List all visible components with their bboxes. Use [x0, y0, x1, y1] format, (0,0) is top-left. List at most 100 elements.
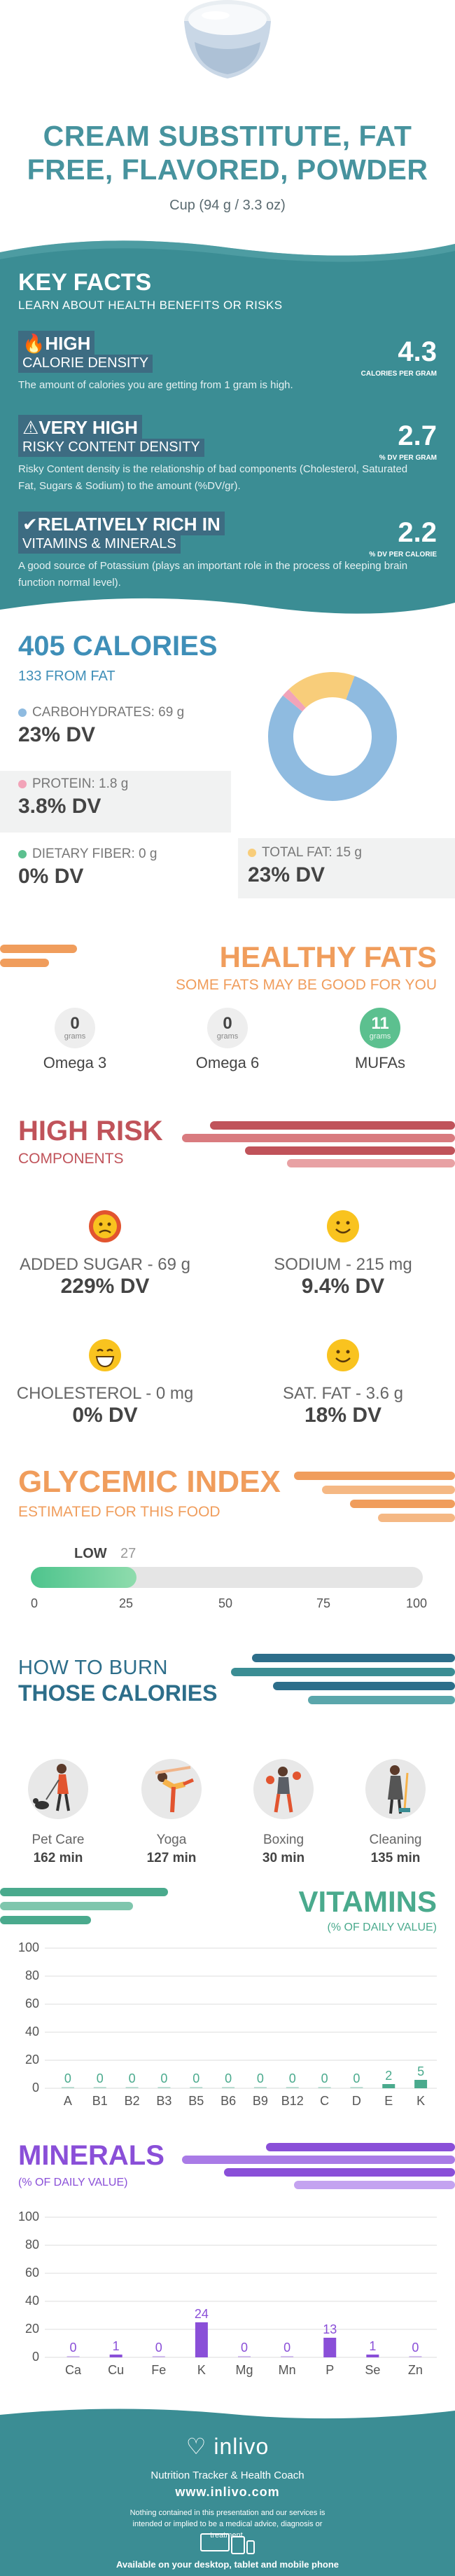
- sat-fat-risk: SAT. FAT - 3.6 g 18% DV: [238, 1338, 448, 1427]
- brand-tagline: Nutrition Tracker & Health Coach: [150, 2469, 304, 2481]
- bar-value-label: 0: [155, 2341, 162, 2355]
- bar-value-label: 0: [257, 2071, 264, 2085]
- decor-stripes: [294, 1472, 455, 1522]
- omega3-circle: 0 grams: [55, 1008, 95, 1048]
- y-tick-label: 60: [25, 1996, 39, 2010]
- calories-from-fat: 133 FROM FAT: [18, 669, 115, 684]
- cream-bowl-image: [184, 0, 271, 78]
- minerals-section: MINERALS (% OF DAILY VALUE) 0 20 40 60 80 100…: [0, 2130, 455, 2404]
- glycemic-level: LOW: [74, 1546, 107, 1561]
- bar-value-label: 24: [195, 2307, 209, 2321]
- bar: [190, 2087, 203, 2088]
- bar: [109, 2355, 122, 2357]
- heart-icon: ♡: [186, 2434, 214, 2459]
- bar-value-label: 0: [160, 2071, 167, 2085]
- total-fat-stat: TOTAL FAT: 15 g 23% DV: [238, 838, 455, 898]
- y-tick-label: 100: [18, 1940, 39, 1954]
- bar-value-label: 0: [70, 2341, 77, 2355]
- high-risk-title: HIGH RISK: [18, 1116, 163, 1146]
- category-label: B12: [281, 2094, 304, 2108]
- category-label: B1: [92, 2094, 108, 2108]
- gi-tick: 25: [119, 1596, 134, 1610]
- carbs-dot-icon: [18, 708, 27, 717]
- bar-value-label: 1: [113, 2339, 120, 2353]
- key-fact-vitamins-minerals: ✔RELATIVELY RICH IN VITAMINS & MINERALS …: [18, 512, 437, 591]
- yoga-icon: [141, 1759, 202, 1819]
- minerals-bar-chart: 0 20 40 60 80 100 0 Ca 1 Cu 0 Fe 24 K 0 Mg 0 Mn 13 P 1 Se 0 Zn: [18, 2210, 437, 2377]
- y-tick-label: 100: [18, 2210, 39, 2224]
- bar: [318, 2087, 331, 2088]
- availability-note: Available on your desktop, tablet and mo…: [115, 2559, 340, 2570]
- protein-stat: PROTEIN: 1.8 g 3.8% DV: [0, 771, 231, 833]
- bar-value-label: 2: [385, 2069, 392, 2083]
- category-label: K: [416, 2094, 425, 2108]
- website-link[interactable]: www.inlivo.com: [175, 2485, 280, 2499]
- gi-tick: 75: [316, 1596, 331, 1610]
- key-fact-calorie-density: 🔥HIGH CALORIE DENSITY 4.3 CALORIES PER G…: [18, 331, 437, 394]
- bar-value-label: 0: [225, 2071, 232, 2085]
- footer: ♡ inlivo Nutrition Tracker & Health Coac…: [0, 2404, 455, 2576]
- bar-value-label: 0: [289, 2071, 296, 2085]
- key-fact-unit: % DV PER CALORIE: [369, 551, 437, 559]
- bar: [253, 2087, 267, 2088]
- key-fact-unit: % DV PER GRAM: [379, 454, 437, 462]
- gi-tick: 0: [31, 1596, 38, 1610]
- bar: [350, 2087, 363, 2088]
- activity-pet-care: Pet Care 162 min: [13, 1759, 104, 1866]
- activity-cleaning: Cleaning 135 min: [350, 1759, 441, 1866]
- gi-tick: 50: [218, 1596, 233, 1610]
- glycemic-ticks: 0 25 50 75 100: [31, 1596, 427, 1617]
- mufas-fat: 11 grams MUFAs: [328, 1008, 433, 1072]
- wave-bottom-divider: [0, 598, 455, 624]
- added-sugar-risk: ADDED SUGAR - 69 g 229% DV: [0, 1210, 210, 1299]
- glycemic-subtitle: ESTIMATED FOR THIS FOOD: [18, 1504, 220, 1520]
- key-fact-value: 2.7: [398, 420, 437, 451]
- category-label: B3: [156, 2094, 172, 2108]
- fat-dv: 23% DV: [248, 863, 326, 886]
- glycemic-index-section: GLYCEMIC INDEX ESTIMATED FOR THIS FOOD L…: [0, 1458, 455, 1647]
- decor-stripes: [182, 2143, 455, 2189]
- high-risk-subtitle: COMPONENTS: [18, 1151, 124, 1167]
- protein-dv: 3.8% DV: [18, 795, 102, 818]
- category-label: Mg: [235, 2363, 253, 2377]
- brand-logo[interactable]: ♡ inlivo: [186, 2434, 270, 2459]
- bar-value-label: 5: [417, 2064, 424, 2078]
- bar-value-label: 0: [284, 2341, 290, 2355]
- donut-slice: [268, 676, 397, 801]
- bar-value-label: 0: [97, 2071, 104, 2085]
- bar: [125, 2087, 139, 2088]
- cholesterol-risk: CHOLESTEROL - 0 mg 0% DV: [0, 1338, 210, 1427]
- dog-walking-icon: [28, 1759, 88, 1819]
- footer-wave: [0, 2404, 455, 2419]
- category-label: Mn: [279, 2363, 296, 2377]
- bar-value-label: 0: [192, 2071, 200, 2085]
- key-fact-risky-content: ⚠VERY HIGH RISKY CONTENT DENSITY 2.7 % D…: [18, 415, 437, 495]
- bar-value-label: 1: [369, 2339, 376, 2353]
- carbs-dv: 23% DV: [18, 723, 96, 746]
- category-label: C: [320, 2094, 329, 2108]
- bar-value-label: 0: [64, 2071, 71, 2085]
- healthy-fats-title: HEALTHY FATS: [219, 940, 437, 973]
- key-fact-level: 🔥HIGH: [18, 331, 95, 355]
- bar: [414, 2080, 428, 2088]
- bar-value-label: 0: [412, 2341, 419, 2355]
- key-fact-level: ⚠VERY HIGH: [18, 415, 142, 439]
- decor-stripes: [0, 945, 77, 967]
- healthy-fats-section: HEALTHY FATS SOME FATS MAY BE GOOD FOR Y…: [0, 932, 455, 1107]
- bar-value-label: 13: [323, 2322, 337, 2336]
- decor-stripes: [231, 1654, 455, 1704]
- omega3-fat: 0 grams Omega 3: [22, 1008, 127, 1072]
- bar: [195, 2322, 208, 2357]
- bar: [366, 2355, 379, 2357]
- vitamins-section: VITAMINS (% OF DAILY VALUE) 0 20 40 60 80 100…: [0, 1878, 455, 2130]
- smiley-face-icon: [327, 1339, 359, 1371]
- vitamins-title: VITAMINS: [298, 1885, 437, 1918]
- activity-boxing: Boxing 30 min: [238, 1759, 329, 1866]
- y-tick-label: 60: [25, 2266, 39, 2280]
- warning-icon: ⚠: [22, 417, 39, 438]
- food-title-line1: CREAM SUBSTITUTE, FAT: [43, 120, 412, 152]
- serving-size: Cup (94 g / 3.3 oz): [169, 198, 286, 213]
- key-facts-section: KEY FACTS LEARN ABOUT HEALTH BENEFITS OR…: [0, 231, 455, 624]
- category-label: B5: [188, 2094, 204, 2108]
- key-fact-metric: RISKY CONTENT DENSITY: [18, 439, 204, 457]
